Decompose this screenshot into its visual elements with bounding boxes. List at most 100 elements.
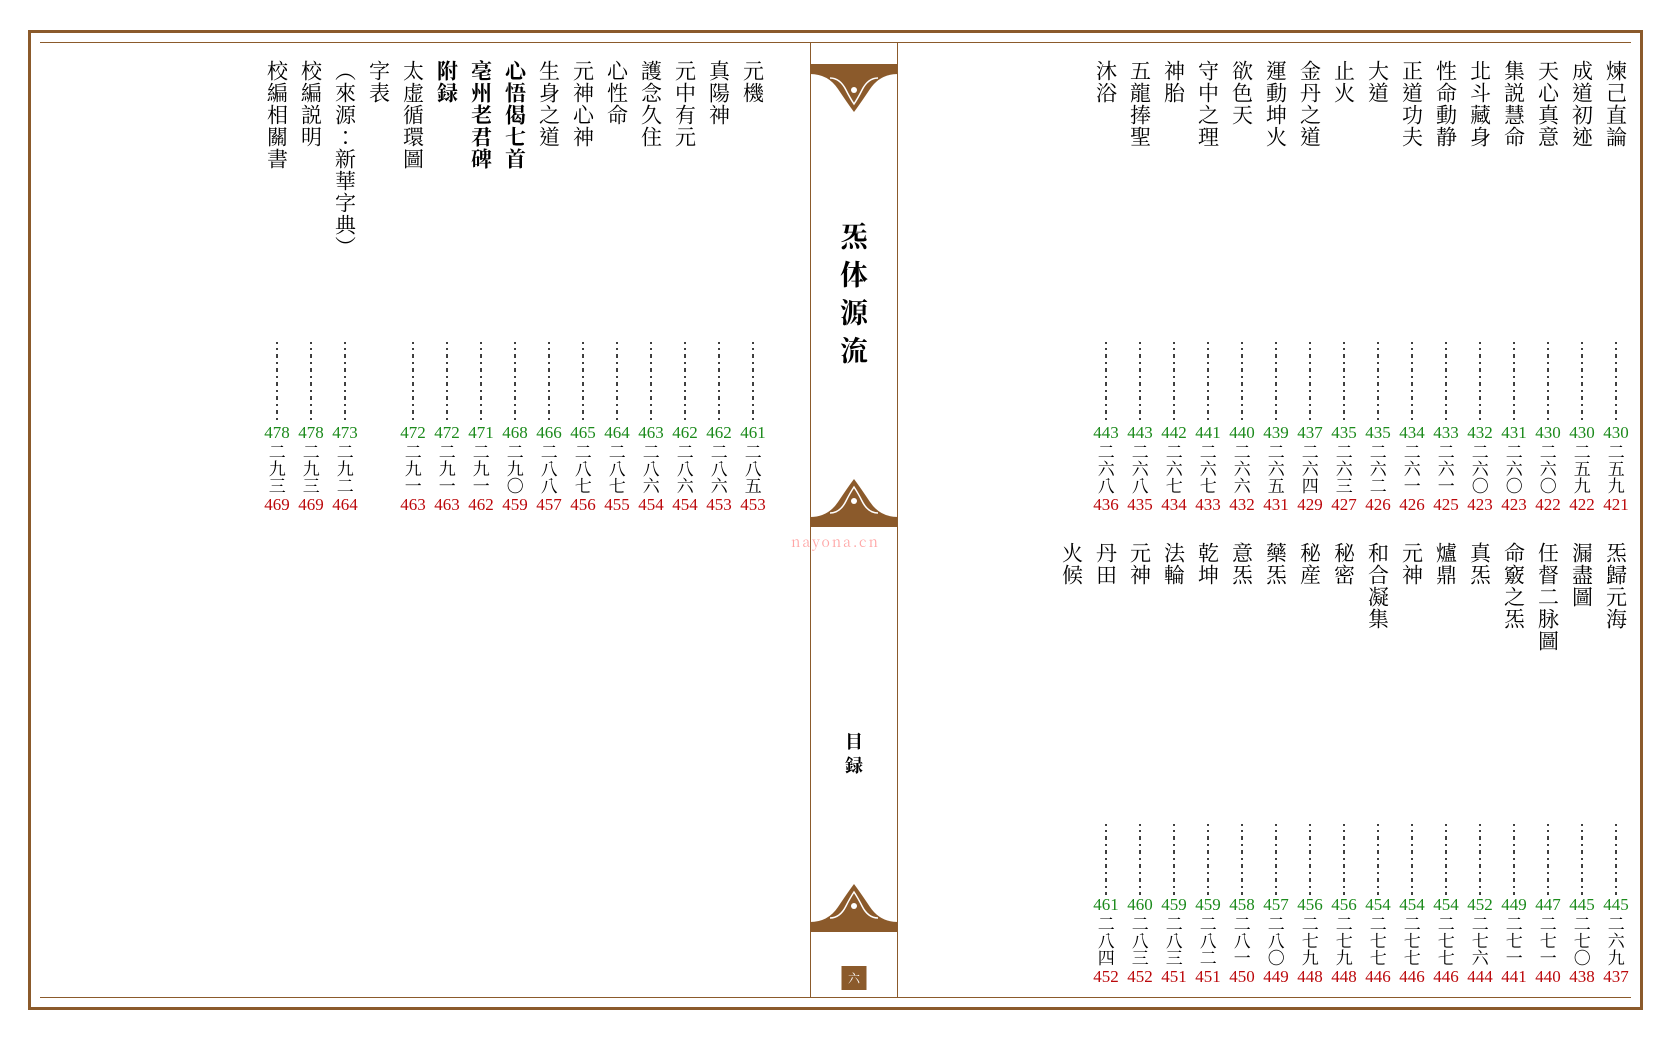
toc-page-red: 448 — [1331, 967, 1357, 987]
spine-subtitle: 目録 — [841, 732, 867, 780]
toc-leader: ………………………………………… — [1603, 822, 1629, 895]
toc-leader: ………………………………………… — [1467, 822, 1493, 895]
toc-title: 真陽神 — [707, 60, 730, 340]
toc-page-red: 449 — [1263, 967, 1289, 987]
toc-page-cjk: 二八三 — [1130, 915, 1150, 966]
toc-entry: 附録…………………………………………472二九一463 — [430, 60, 464, 515]
toc-page-red: 463 — [434, 495, 460, 515]
toc-page-green: 442 — [1161, 423, 1187, 443]
toc-page-cjk: 二六三 — [1334, 443, 1354, 494]
toc-title: 止火 — [1332, 60, 1355, 340]
toc-leader: ………………………………………… — [1195, 340, 1221, 423]
toc-title: 運動坤火 — [1264, 60, 1287, 340]
toc-page-red: 469 — [264, 495, 290, 515]
toc-title: 火候 — [1060, 542, 1083, 822]
toc-entry: 秘産…………………………………………456二七九448 — [1293, 542, 1327, 987]
toc-entry: 和合凝集…………………………………………454二七七446 — [1361, 542, 1395, 987]
toc-page-numbers: 431二六〇423 — [1501, 423, 1527, 515]
toc-leader: ………………………………………… — [1399, 340, 1425, 423]
toc-leader: ………………………………………… — [1603, 340, 1629, 423]
toc-title: 任督二脉圖 — [1536, 542, 1559, 822]
toc-page-cjk: 二六〇 — [1538, 443, 1558, 494]
toc-leader: ………………………………………… — [536, 340, 562, 423]
toc-page-red: 437 — [1603, 967, 1629, 987]
toc-title: 性命動静 — [1434, 60, 1457, 340]
toc-page-green: 466 — [536, 423, 562, 443]
toc-page-red: 444 — [1467, 967, 1493, 987]
toc-page-cjk: 二八四 — [1096, 915, 1116, 966]
toc-page-red: 446 — [1365, 967, 1391, 987]
toc-page-green: 472 — [434, 423, 460, 443]
toc-page-red: 457 — [536, 495, 562, 515]
toc-page-green: 478 — [298, 423, 324, 443]
toc-entry: 神胎…………………………………………442二六七434 — [1157, 60, 1191, 515]
toc-page-red: 459 — [502, 495, 528, 515]
toc-page-numbers: 439二六五431 — [1263, 423, 1289, 515]
toc-page-numbers: 435二六二426 — [1365, 423, 1391, 515]
toc-entry: 守中之理…………………………………………441二六七433 — [1191, 60, 1225, 515]
toc-page-green: 463 — [638, 423, 664, 443]
toc-page-numbers: 478二九三469 — [264, 423, 290, 515]
toc-page-numbers: 463二八六454 — [638, 423, 664, 515]
toc-entry: 丹田…………………………………………461二八四452 — [1089, 542, 1123, 987]
toc-entry: 真陽神…………………………………………462二八六453 — [702, 60, 736, 515]
toc-leader: ………………………………………… — [1569, 340, 1595, 423]
toc-page-green: 458 — [1229, 895, 1255, 915]
toc-leader: ………………………………………… — [672, 340, 698, 423]
toc-leader: ………………………………………… — [1297, 340, 1323, 423]
toc-page-green: 441 — [1195, 423, 1221, 443]
toc-page-numbers: 461二八五453 — [740, 423, 766, 515]
toc-leader: ………………………………………… — [706, 340, 732, 423]
toc-page-green: 430 — [1603, 423, 1629, 443]
toc-page-red: 427 — [1331, 495, 1357, 515]
toc-leader: ………………………………………… — [1161, 340, 1187, 423]
toc-page-cjk: 二八六 — [709, 443, 729, 494]
toc-page-cjk: 二六二 — [1368, 443, 1388, 494]
toc-page-green: 449 — [1501, 895, 1527, 915]
toc-page-cjk: 二八六 — [675, 443, 695, 494]
toc-page-red: 435 — [1127, 495, 1153, 515]
toc-page-green: 435 — [1365, 423, 1391, 443]
toc-page-cjk: 二六四 — [1300, 443, 1320, 494]
toc-entry: 太虚循環圖…………………………………………472二九一463 — [396, 60, 430, 515]
toc-page-cjk: 二七七 — [1402, 915, 1422, 966]
toc-page-numbers: 443二六八436 — [1093, 423, 1119, 515]
toc-title: 大道 — [1366, 60, 1389, 340]
toc-title: 漏盡圖 — [1570, 542, 1593, 822]
toc-entry: 天心真意…………………………………………430二六〇422 — [1531, 60, 1565, 515]
toc-page-numbers: 449二七一441 — [1501, 895, 1527, 987]
toc-page-numbers: 454二七七446 — [1365, 895, 1391, 987]
toc-page-green: 431 — [1501, 423, 1527, 443]
toc-title: 金丹之道 — [1298, 60, 1321, 340]
toc-leader: ………………………………………… — [1127, 340, 1153, 423]
toc-page-red: 453 — [740, 495, 766, 515]
toc-page-red: 422 — [1535, 495, 1561, 515]
toc-entry: 元中有元…………………………………………462二八六454 — [668, 60, 702, 515]
toc-page-red: 422 — [1569, 495, 1595, 515]
toc-page-cjk: 二八六 — [641, 443, 661, 494]
watermark: nayona.cn — [791, 532, 880, 552]
toc-page-numbers: 443二六八435 — [1127, 423, 1153, 515]
toc-page-red: 432 — [1229, 495, 1255, 515]
toc-title: 五龍捧聖 — [1128, 60, 1151, 340]
toc-leader: ………………………………………… — [1331, 822, 1357, 895]
toc-page-red: 423 — [1501, 495, 1527, 515]
toc-title: 爐鼎 — [1434, 542, 1457, 822]
toc-entry: 元神…………………………………………460二八三452 — [1123, 542, 1157, 987]
toc-page-red: 426 — [1399, 495, 1425, 515]
toc-page-green: 462 — [706, 423, 732, 443]
toc-leader: ………………………………………… — [1161, 822, 1187, 895]
toc-page-numbers: 460二八三452 — [1127, 895, 1153, 987]
toc-page-red: 429 — [1297, 495, 1323, 515]
toc-entry: 生身之道…………………………………………466二八八457 — [532, 60, 566, 515]
toc-entry: 真炁…………………………………………452二七六444 — [1463, 542, 1497, 987]
toc-page-green: 459 — [1161, 895, 1187, 915]
toc-page-green: 459 — [1195, 895, 1221, 915]
toc-panel-bottom-right: 炁歸元海…………………………………………445二六九437漏盡圖……………………… — [913, 542, 1633, 987]
toc-page-cjk: 二九一 — [471, 443, 491, 494]
inner-frame: 炁体源流 目録 六 nayona.cn 煉己直論…………………………………………… — [40, 42, 1631, 998]
toc-page-red: 438 — [1569, 967, 1595, 987]
toc-page-green: 439 — [1263, 423, 1289, 443]
toc-page-green: 445 — [1603, 895, 1629, 915]
toc-entry: 五龍捧聖…………………………………………443二六八435 — [1123, 60, 1157, 515]
